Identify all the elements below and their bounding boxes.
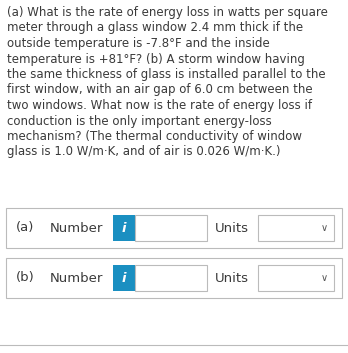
Text: i: i [122, 271, 126, 285]
Text: Number: Number [50, 221, 103, 234]
Text: ∨: ∨ [321, 223, 327, 233]
Text: Number: Number [50, 271, 103, 285]
Text: glass is 1.0 W/m·K, and of air is 0.026 W/m·K.): glass is 1.0 W/m·K, and of air is 0.026 … [7, 145, 280, 158]
Text: two windows. What now is the rate of energy loss if: two windows. What now is the rate of ene… [7, 99, 312, 112]
FancyBboxPatch shape [258, 215, 334, 241]
Text: meter through a glass window 2.4 mm thick if the: meter through a glass window 2.4 mm thic… [7, 22, 303, 35]
Text: ∨: ∨ [321, 273, 327, 283]
Text: first window, with an air gap of 6.0 cm between the: first window, with an air gap of 6.0 cm … [7, 84, 313, 96]
FancyBboxPatch shape [113, 215, 135, 241]
Text: the same thickness of glass is installed parallel to the: the same thickness of glass is installed… [7, 68, 326, 81]
FancyBboxPatch shape [6, 258, 342, 298]
Text: (a) What is the rate of energy loss in watts per square: (a) What is the rate of energy loss in w… [7, 6, 328, 19]
FancyBboxPatch shape [113, 265, 135, 291]
Text: mechanism? (The thermal conductivity of window: mechanism? (The thermal conductivity of … [7, 130, 302, 143]
Text: Units: Units [215, 271, 249, 285]
Text: Units: Units [215, 221, 249, 234]
FancyBboxPatch shape [6, 208, 342, 248]
Text: (a): (a) [16, 221, 34, 234]
Text: temperature is +81°F? (b) A storm window having: temperature is +81°F? (b) A storm window… [7, 53, 305, 66]
Text: i: i [122, 221, 126, 234]
FancyBboxPatch shape [135, 265, 207, 291]
Text: outside temperature is -7.8°F and the inside: outside temperature is -7.8°F and the in… [7, 37, 270, 50]
Text: (b): (b) [16, 271, 35, 285]
FancyBboxPatch shape [135, 215, 207, 241]
Text: conduction is the only important energy-loss: conduction is the only important energy-… [7, 114, 272, 127]
FancyBboxPatch shape [258, 265, 334, 291]
